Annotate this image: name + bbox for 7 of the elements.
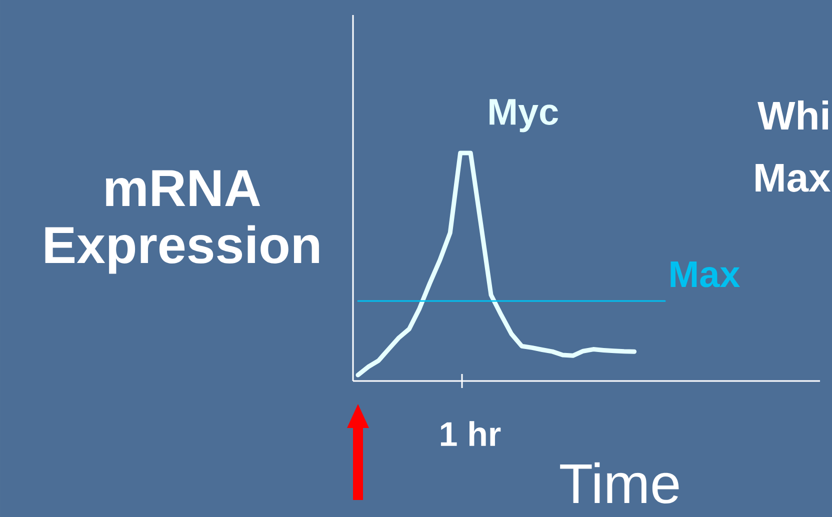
series-label: Max <box>670 261 740 288</box>
series-label: Myc <box>490 99 558 132</box>
x-axis-title: Time <box>560 462 679 504</box>
y-axis-title: mRNA Expression <box>45 170 319 274</box>
text: Whi <box>758 100 828 130</box>
text: 1 hr <box>440 421 501 446</box>
text: Max <box>756 164 830 192</box>
